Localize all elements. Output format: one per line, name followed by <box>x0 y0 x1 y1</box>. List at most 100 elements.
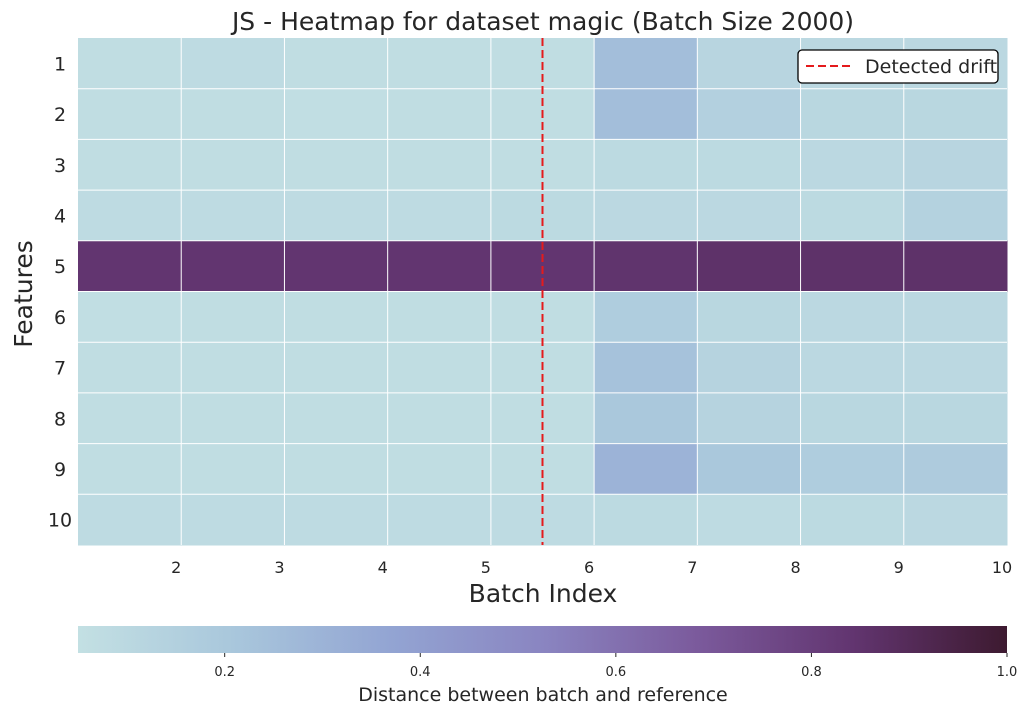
heatmap-cell <box>284 240 389 292</box>
heatmap-cell <box>78 342 182 394</box>
heatmap-cell <box>284 88 389 140</box>
heatmap-cell <box>697 240 802 292</box>
heatmap-cell <box>800 139 905 191</box>
heatmap-cell <box>800 443 905 495</box>
heatmap-cell <box>697 291 802 343</box>
colorbar-tick-label: 0.2 <box>214 665 235 680</box>
heatmap-cell <box>78 88 182 140</box>
feature-tick-label: 10 <box>48 510 72 532</box>
heatmap-cell <box>800 291 905 343</box>
heatmap-cell <box>697 443 802 495</box>
batch-tick-label: 2 <box>171 558 181 577</box>
heatmap-cell <box>78 240 182 292</box>
heatmap-cell <box>594 342 698 394</box>
heatmap-cell <box>594 88 698 140</box>
heatmap-cell <box>594 190 698 242</box>
heatmap-cell <box>800 342 905 394</box>
heatmap-cell <box>181 240 285 292</box>
heatmap-cell <box>181 342 285 394</box>
colorbar-tick-label: 0.8 <box>801 665 822 680</box>
heatmap-cell <box>594 494 698 546</box>
heatmap-cell <box>181 88 285 140</box>
heatmap-cell <box>697 392 802 445</box>
heatmap-cell <box>697 139 802 191</box>
y-axis-title: Features <box>9 240 38 348</box>
heatmap-cell <box>697 88 802 140</box>
heatmap-cell <box>800 240 905 292</box>
heatmap-cell <box>181 443 285 495</box>
heatmap-cell <box>800 88 905 140</box>
feature-tick-label: 9 <box>54 459 66 481</box>
heatmap-cell <box>903 139 1008 191</box>
heatmap-cell <box>697 38 802 90</box>
colorbar-tick-label: 0.6 <box>605 665 626 680</box>
heatmap-cell <box>284 494 389 546</box>
heatmap-cell <box>181 494 285 546</box>
heatmap-cell <box>284 342 389 394</box>
batch-tick-label: 4 <box>378 558 388 577</box>
legend-drift-label: Detected drift <box>865 56 997 78</box>
heatmap-cell <box>78 139 182 191</box>
feature-tick-label: 7 <box>54 358 66 380</box>
heatmap-cell <box>903 342 1008 394</box>
heatmap-cell <box>78 38 182 90</box>
feature-tick-label: 3 <box>54 155 66 177</box>
heatmap-cell <box>284 291 389 343</box>
heatmap-cell <box>78 291 182 343</box>
heatmap-cell <box>181 392 285 445</box>
heatmap-cell <box>284 443 389 495</box>
heatmap-cell <box>78 190 182 242</box>
heatmap-cell <box>387 291 492 343</box>
heatmap-cell <box>387 342 492 394</box>
heatmap-cell <box>903 392 1008 445</box>
heatmap-cell <box>387 88 492 140</box>
feature-tick-label: 8 <box>54 408 66 430</box>
heatmap-cell <box>78 494 182 546</box>
heatmap-cell <box>594 38 698 90</box>
chart-title: JS - Heatmap for dataset magic (Batch Si… <box>230 7 854 36</box>
heatmap-cell <box>387 38 492 90</box>
heatmap-cell <box>800 190 905 242</box>
heatmap-cell <box>387 443 492 495</box>
heatmap-cell <box>181 291 285 343</box>
colorbar-tick-label: 1.0 <box>997 665 1018 680</box>
heatmap-cell <box>78 443 182 495</box>
heatmap-cell <box>387 392 492 445</box>
feature-tick-label: 5 <box>54 256 66 278</box>
heatmap-cell <box>284 190 389 242</box>
heatmap-cell <box>594 240 698 292</box>
heatmap-cell <box>594 291 698 343</box>
batch-tick-label: 5 <box>481 558 491 577</box>
heatmap-cell <box>78 392 182 445</box>
batch-tick-label: 10 <box>992 558 1012 577</box>
heatmap-cell <box>284 139 389 191</box>
batch-tick-label: 9 <box>894 558 904 577</box>
heatmap-cell <box>387 240 492 292</box>
heatmap-cell <box>387 139 492 191</box>
heatmap-cell <box>903 190 1008 242</box>
feature-tick-label: 2 <box>54 104 66 126</box>
heatmap-cell <box>284 38 389 90</box>
colorbar <box>78 626 1007 653</box>
feature-tick-label: 6 <box>54 307 66 329</box>
batch-tick-label: 7 <box>687 558 697 577</box>
heatmap-cell <box>697 190 802 242</box>
heatmap-cell <box>903 494 1008 546</box>
heatmap-cell <box>697 494 802 546</box>
feature-tick-label: 4 <box>54 205 66 227</box>
colorbar-label: Distance between batch and reference <box>358 684 728 706</box>
heatmap-cell <box>903 88 1008 140</box>
heatmap-cell <box>181 190 285 242</box>
heatmap-cell <box>594 443 698 495</box>
feature-tick-label: 1 <box>54 53 66 75</box>
batch-tick-labels: 2 3 4 5 6 7 8 9 10 <box>171 558 1012 577</box>
legend: Detected drift <box>797 49 999 84</box>
heatmap-cell <box>181 139 285 191</box>
heatmap-cell <box>903 240 1008 292</box>
heatmap-cell <box>903 291 1008 343</box>
colorbar-tick-label: 0.4 <box>410 665 431 680</box>
heatmap-cell <box>181 38 285 90</box>
batch-tick-label: 6 <box>584 558 594 577</box>
heatmap-cell <box>387 494 492 546</box>
